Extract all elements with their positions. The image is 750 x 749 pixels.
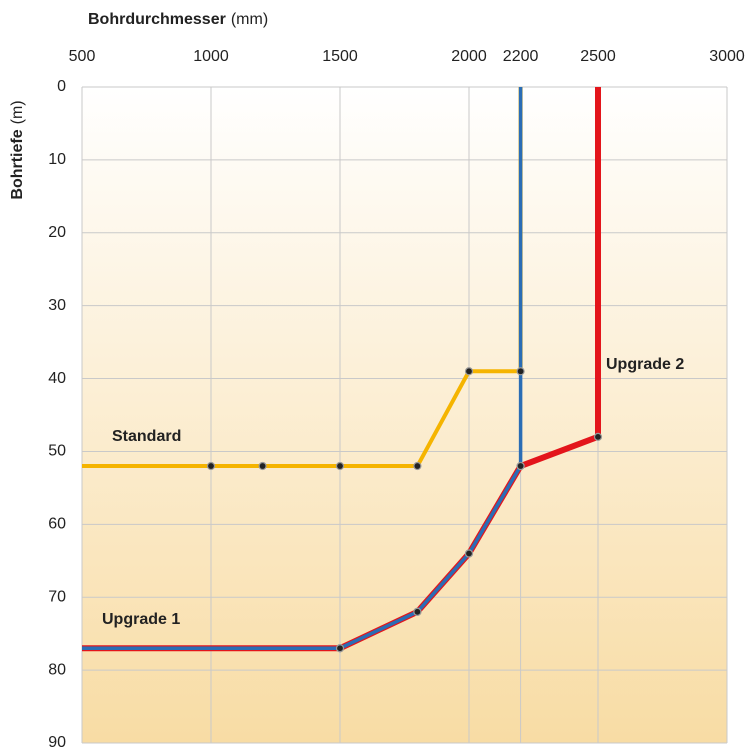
point-marker (464, 549, 474, 558)
y-tick-label: 30 (48, 297, 66, 314)
y-tick-label: 80 (48, 661, 66, 678)
y-tick-label: 20 (48, 224, 66, 241)
y-tick-label: 40 (48, 370, 66, 387)
series-line (82, 87, 523, 650)
point-marker (464, 367, 474, 376)
series-label: Upgrade 2 (606, 356, 684, 373)
y-tick-label: 90 (48, 734, 66, 749)
point-marker (258, 461, 267, 471)
x-tick-label: 1000 (193, 48, 229, 65)
point-marker (413, 461, 422, 471)
series-label: Standard (112, 428, 181, 445)
y-tick-label: 70 (48, 588, 66, 605)
point-marker (413, 607, 422, 616)
point-marker (516, 367, 525, 376)
series-label: Upgrade 1 (102, 611, 180, 628)
x-tick-label: 2000 (451, 48, 487, 65)
series-line (82, 87, 523, 469)
point-marker (335, 644, 345, 653)
point-marker (593, 432, 603, 441)
x-axis-label: Bohrdurchmesser (mm) (88, 11, 268, 28)
y-tick-label: 10 (48, 151, 66, 168)
point-marker (335, 461, 345, 471)
y-tick-label: 60 (48, 516, 66, 533)
point-marker (206, 461, 216, 471)
x-axis-unit: (mm) (231, 11, 268, 28)
y-tick-label: 0 (57, 78, 66, 95)
x-tick-label: 1500 (322, 48, 358, 65)
x-tick-label: 2500 (580, 48, 616, 65)
y-tick-label: 50 (48, 443, 66, 460)
x-tick-label: 500 (69, 48, 96, 65)
point-marker (516, 461, 525, 471)
plot-area (82, 87, 727, 743)
y-axis-title: Bohrtiefe (9, 129, 26, 199)
y-axis-unit: (m) (9, 100, 26, 124)
x-tick-label: 3000 (709, 48, 745, 65)
y-axis-label: Bohrtiefe (m) (9, 100, 26, 199)
x-tick-label: 2200 (503, 48, 539, 65)
x-axis-title: Bohrdurchmesser (88, 11, 226, 28)
